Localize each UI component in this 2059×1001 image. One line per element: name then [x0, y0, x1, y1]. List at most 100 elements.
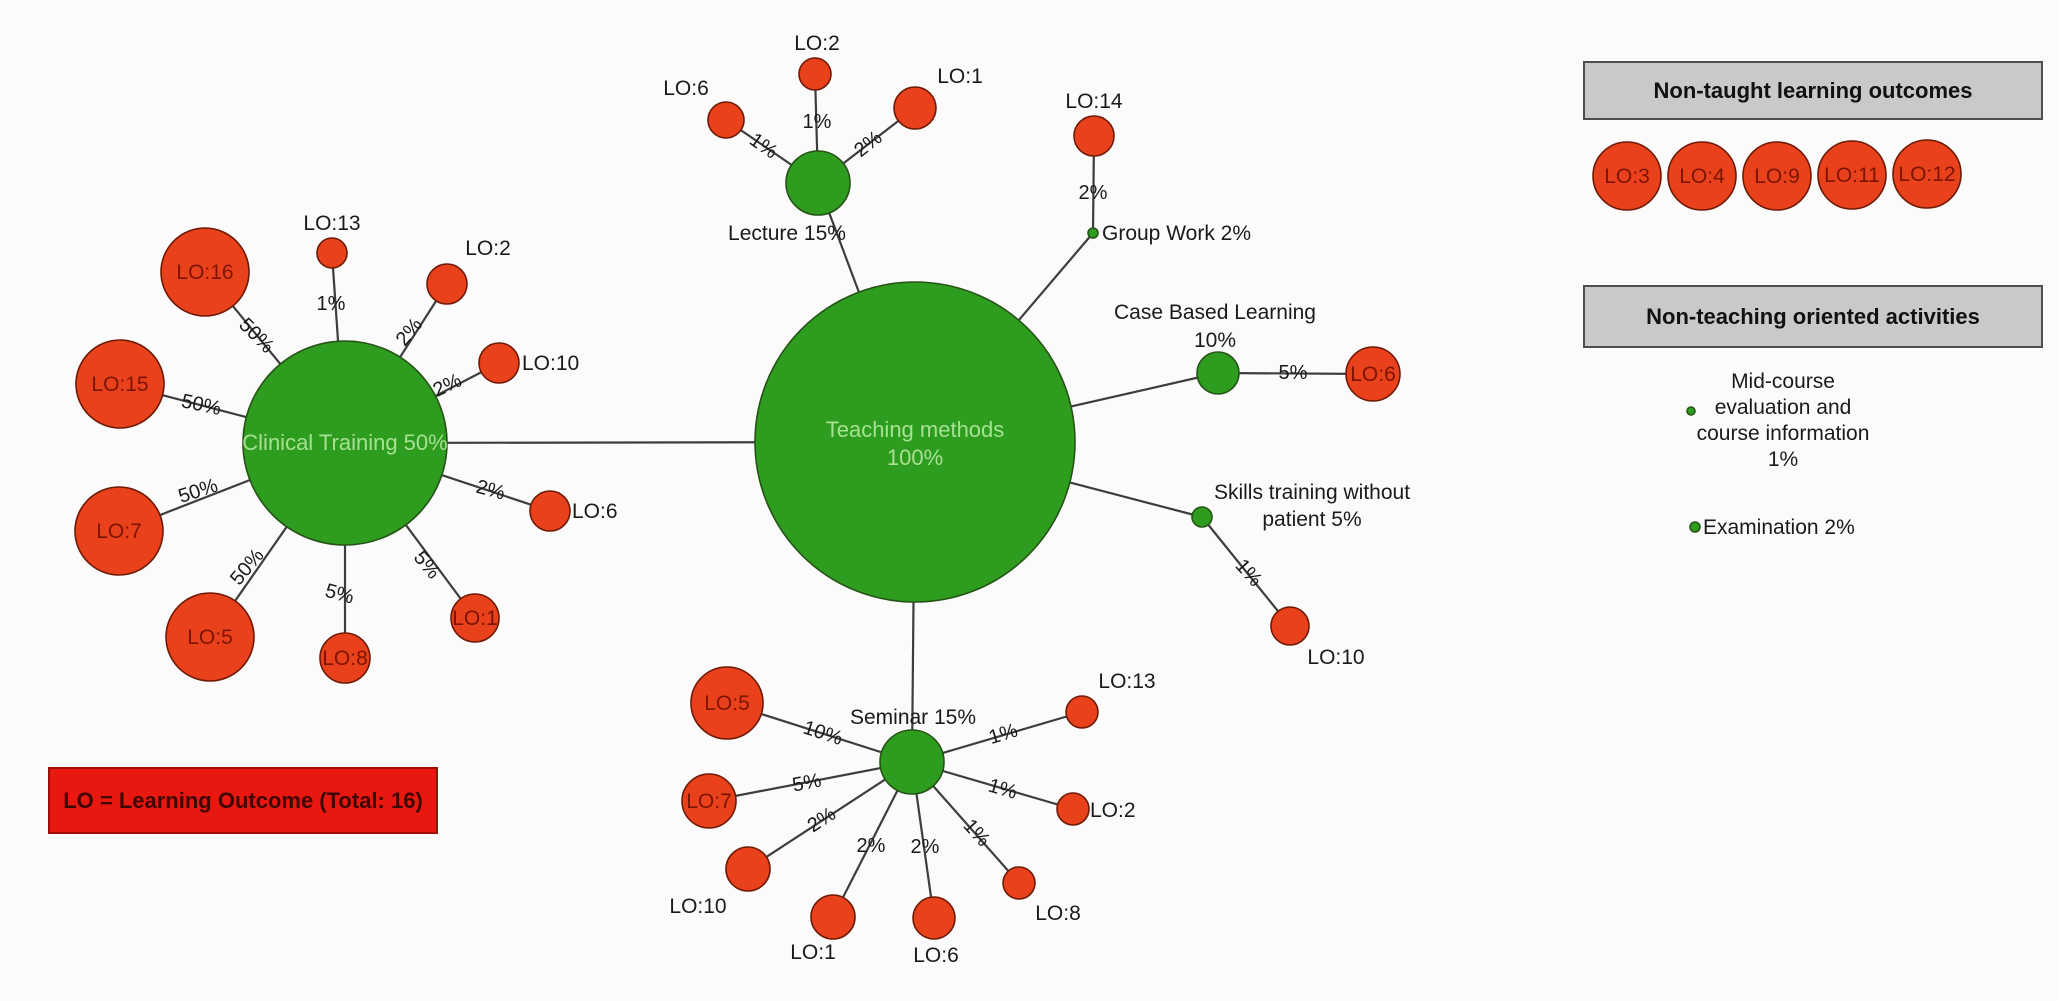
edge-label-lecture--lec-lo1: 2% [850, 127, 886, 162]
non-taught-header: Non-taught learning outcomes [1583, 61, 2043, 120]
label-sem-lo8: LO:8 [1035, 902, 1081, 925]
edge-label-groupwork--lo14: 2% [1079, 182, 1108, 204]
edge-skills--sk-lo10 [1201, 516, 1291, 627]
label-cl-lo15: LO:15 [91, 373, 148, 396]
node-cl-lo15 [75, 339, 165, 429]
node-lo14 [1073, 115, 1115, 157]
node-lec-lo1 [893, 86, 937, 130]
label-lecture: Lecture 15% [728, 222, 846, 245]
edge-label-clinical--cl-lo7: 50% [176, 475, 221, 508]
node-sem-lo8 [1002, 866, 1036, 900]
edge-label-clinical--cl-lo8: 5% [323, 580, 357, 609]
label-pn-lo11: LO:11 [1824, 164, 1880, 187]
edge-label-seminar--sem-lo5: 10% [800, 717, 845, 750]
edge-label-seminar--sem-lo10: 2% [804, 803, 840, 837]
edge-label-clinical--cl-lo2: 2% [392, 314, 428, 350]
node-cl-lo7 [74, 486, 164, 576]
label-cl-lo5: LO:5 [187, 626, 233, 649]
label-lo14: LO:14 [1065, 90, 1123, 113]
node-teaching [754, 281, 1076, 603]
label-clinical: Clinical Training 50% [242, 430, 447, 455]
node-cl-lo16 [160, 227, 250, 317]
label-cl-lo1: LO:1 [452, 607, 498, 630]
label-sem-lo13: LO:13 [1098, 670, 1155, 693]
node-sem-lo5 [690, 666, 764, 740]
label-lec-lo1: LO:1 [937, 65, 983, 88]
edge-seminar--sem-lo7 [708, 760, 913, 803]
edge-label-clinical--cl-lo15: 50% [179, 390, 223, 420]
edge-label-clinical--cl-lo13: 1% [317, 293, 346, 315]
node-skills [1191, 506, 1213, 528]
node-cl-lo1 [450, 593, 500, 643]
edge-label-cbl--cbl-lo6: 5% [1279, 362, 1308, 384]
node-cl-lo5 [165, 592, 255, 682]
label-sem-lo5: LO:5 [704, 692, 750, 715]
legend-text: LO = Learning Outcome (Total: 16) [63, 787, 423, 813]
label-sem-lo7: LO:7 [686, 790, 732, 813]
label-cl-lo2: LO:2 [465, 237, 511, 260]
node-pn-lo3 [1592, 141, 1662, 211]
label-pn-lo12: LO:12 [1898, 163, 1955, 186]
label-cl-lo13: LO:13 [303, 212, 360, 235]
node-sem-lo13 [1065, 695, 1099, 729]
edge-label-lecture--lec-lo6: 1% [745, 129, 781, 164]
label-lec-lo6: LO:6 [663, 77, 709, 100]
label-lec-lo2: LO:2 [794, 32, 840, 55]
edge-label-seminar--sem-lo6: 2% [911, 836, 940, 858]
label-sem-lo2: LO:2 [1090, 799, 1136, 822]
node-clinical [242, 340, 448, 546]
edge-label-seminar--sem-lo13: 1% [986, 719, 1020, 749]
non-taught-title: Non-taught learning outcomes [1653, 77, 1973, 103]
node-lec-lo2 [798, 57, 832, 91]
label-groupwork: Group Work 2% [1102, 222, 1251, 245]
node-cl-lo6 [529, 490, 571, 532]
node-mid-dot [1686, 406, 1696, 416]
label-exam-dot: Examination 2% [1703, 516, 1855, 539]
node-cl-lo10 [478, 342, 520, 384]
node-exam-dot [1689, 521, 1701, 533]
edge-label-clinical--cl-lo5: 50% [226, 545, 269, 590]
node-cl-lo8 [319, 632, 371, 684]
node-cl-lo13 [316, 237, 348, 269]
edge-label-clinical--cl-lo1: 5% [409, 547, 445, 583]
label-cl-lo16: LO:16 [176, 261, 233, 284]
label-cl-lo7: LO:7 [96, 520, 142, 543]
legend-box: LO = Learning Outcome (Total: 16) [48, 767, 438, 834]
label-mid-dot: Mid-course evaluation and course informati… [1697, 370, 1870, 471]
label-cl-lo8: LO:8 [322, 647, 368, 670]
label-sem-lo6: LO:6 [913, 944, 959, 967]
node-cbl [1196, 351, 1240, 395]
node-groupwork [1087, 227, 1099, 239]
node-sem-lo1 [810, 894, 856, 940]
label-sem-lo1: LO:1 [790, 941, 836, 964]
label-cbl: Case Based Learning 10% [1114, 301, 1316, 352]
edge-label-seminar--sem-lo2: 1% [986, 775, 1020, 804]
label-seminar: Seminar 15% [850, 706, 976, 729]
label-pn-lo4: LO:4 [1679, 165, 1725, 188]
label-cl-lo6: LO:6 [572, 500, 618, 523]
edge-label-clinical--cl-lo16: 50% [234, 314, 278, 358]
node-cl-lo2 [426, 263, 468, 305]
label-pn-lo9: LO:9 [1754, 165, 1800, 188]
node-pn-lo4 [1667, 141, 1737, 211]
edge-label-seminar--sem-lo7: 5% [791, 770, 824, 797]
node-sem-lo6 [912, 896, 956, 940]
label-skills: Skills training without patient 5% [1214, 481, 1410, 531]
non-teaching-title: Non-teaching oriented activities [1646, 303, 1980, 329]
node-sem-lo10 [725, 846, 771, 892]
node-pn-lo9 [1742, 141, 1812, 211]
node-pn-lo12 [1892, 139, 1962, 209]
edge-label-lecture--lec-lo2: 1% [803, 111, 832, 133]
node-seminar [879, 729, 945, 795]
label-sk-lo10: LO:10 [1307, 646, 1364, 669]
edge-label-clinical--cl-lo6: 2% [474, 476, 508, 505]
node-sem-lo7 [681, 773, 737, 829]
node-sem-lo2 [1056, 792, 1090, 826]
edge-label-seminar--sem-lo1: 2% [857, 835, 886, 857]
label-cl-lo10: LO:10 [522, 352, 579, 375]
label-teaching: Teaching methods 100% [826, 417, 1005, 470]
node-cbl-lo6 [1345, 346, 1401, 402]
node-pn-lo11 [1817, 140, 1887, 210]
